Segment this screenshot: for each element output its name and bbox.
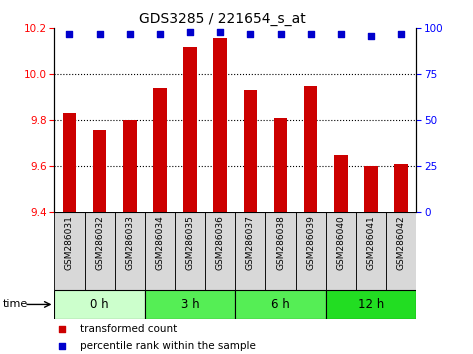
- Point: [66, 31, 73, 37]
- Bar: [386, 212, 416, 290]
- Point: [58, 343, 65, 349]
- Bar: [265, 212, 296, 290]
- Point: [307, 31, 315, 37]
- Bar: [296, 212, 326, 290]
- Bar: [114, 212, 145, 290]
- Point: [277, 31, 284, 37]
- Point: [126, 31, 133, 37]
- Point: [96, 31, 104, 37]
- Bar: [54, 212, 85, 290]
- Text: GSM286034: GSM286034: [156, 216, 165, 270]
- Text: GSM286040: GSM286040: [336, 216, 345, 270]
- Text: GSM286039: GSM286039: [306, 216, 315, 270]
- Point: [217, 29, 224, 35]
- Text: GSM286031: GSM286031: [65, 216, 74, 270]
- Text: transformed count: transformed count: [80, 324, 177, 333]
- Point: [246, 31, 254, 37]
- Bar: [93, 130, 106, 212]
- Point: [337, 31, 345, 37]
- Text: 6 h: 6 h: [271, 298, 290, 311]
- Text: GSM286033: GSM286033: [125, 216, 134, 270]
- Bar: [326, 212, 356, 290]
- Text: GSM286042: GSM286042: [397, 216, 406, 270]
- Bar: [145, 290, 235, 319]
- Text: GDS3285 / 221654_s_at: GDS3285 / 221654_s_at: [139, 12, 306, 27]
- Bar: [235, 290, 326, 319]
- Bar: [153, 88, 166, 212]
- Bar: [244, 91, 257, 212]
- Point: [186, 29, 194, 35]
- Text: GSM286041: GSM286041: [367, 216, 376, 270]
- Text: GSM286036: GSM286036: [216, 216, 225, 270]
- Bar: [175, 212, 205, 290]
- Bar: [364, 166, 378, 212]
- Bar: [205, 212, 235, 290]
- Text: percentile rank within the sample: percentile rank within the sample: [80, 341, 255, 351]
- Point: [367, 33, 375, 39]
- Point: [58, 326, 65, 331]
- Text: GSM286032: GSM286032: [95, 216, 104, 270]
- Bar: [334, 155, 348, 212]
- Text: GSM286035: GSM286035: [185, 216, 194, 270]
- Bar: [356, 212, 386, 290]
- Bar: [304, 86, 317, 212]
- Text: 12 h: 12 h: [358, 298, 384, 311]
- Bar: [184, 47, 197, 212]
- Bar: [213, 38, 227, 212]
- Bar: [63, 114, 76, 212]
- Point: [156, 31, 164, 37]
- Text: GSM286037: GSM286037: [246, 216, 255, 270]
- Point: [397, 31, 405, 37]
- Bar: [235, 212, 265, 290]
- Bar: [274, 118, 287, 212]
- Bar: [145, 212, 175, 290]
- Bar: [394, 164, 408, 212]
- Text: 0 h: 0 h: [90, 298, 109, 311]
- Bar: [85, 212, 114, 290]
- Text: GSM286038: GSM286038: [276, 216, 285, 270]
- Text: 3 h: 3 h: [181, 298, 200, 311]
- Bar: [123, 120, 137, 212]
- Text: time: time: [2, 299, 27, 309]
- Bar: [54, 290, 145, 319]
- Bar: [326, 290, 416, 319]
